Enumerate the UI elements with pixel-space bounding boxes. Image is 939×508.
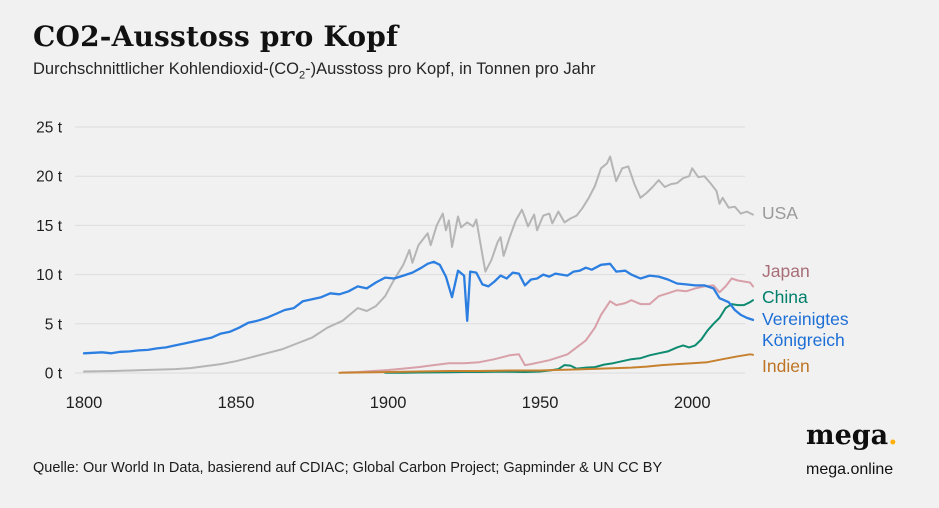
source-attribution: Quelle: Our World In Data, basierend auf… [33, 460, 663, 476]
svg-text:1800: 1800 [66, 394, 103, 412]
subtitle-suffix: -)Ausstoss pro Kopf, in Tonnen pro Jahr [305, 60, 596, 78]
series-label-japan: Japan [762, 261, 810, 281]
chart-title: CO2-Ausstoss pro Kopf [33, 20, 399, 53]
svg-text:10 t: 10 t [36, 267, 63, 284]
svg-text:1950: 1950 [522, 394, 559, 412]
series-label-china: China [762, 287, 808, 307]
series-label-vereinigtes-k-nigreich: Vereinigtes Königreich [762, 309, 849, 350]
svg-text:1900: 1900 [370, 394, 407, 412]
logo-dot: . [888, 420, 898, 451]
svg-text:15 t: 15 t [36, 218, 63, 235]
mega-logo: mega. [806, 420, 898, 451]
chart-subtitle: Durchschnittlicher Kohlendioxid-(CO2-)Au… [33, 60, 596, 81]
svg-text:1850: 1850 [218, 394, 255, 412]
brand-site-url: mega.online [806, 461, 894, 478]
logo-text: mega [806, 420, 889, 451]
subtitle-prefix: Durchschnittlicher Kohlendioxid-(CO [33, 60, 299, 78]
svg-text:0 t: 0 t [45, 366, 63, 383]
series-label-usa: USA [762, 203, 798, 223]
svg-text:25 t: 25 t [36, 120, 63, 137]
series-label-indien: Indien [762, 356, 810, 376]
svg-text:20 t: 20 t [36, 169, 63, 186]
svg-text:2000: 2000 [674, 394, 711, 412]
svg-text:5 t: 5 t [45, 316, 63, 333]
subtitle-subscript: 2 [298, 69, 306, 82]
